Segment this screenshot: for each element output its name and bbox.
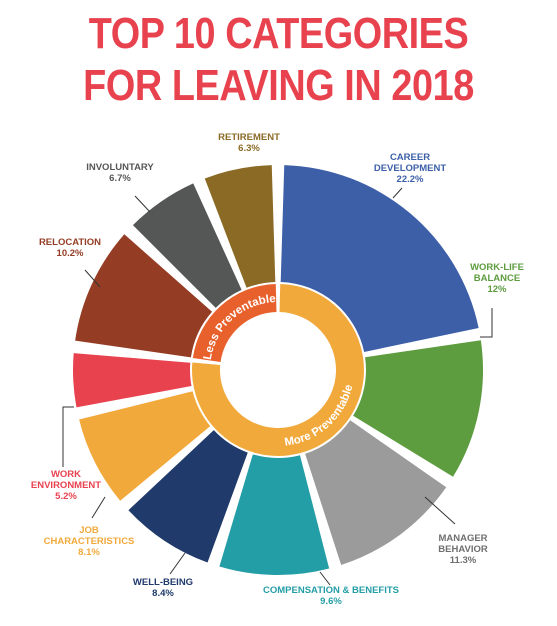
label-value: 8.4% — [152, 588, 174, 599]
label-name-line: RELOCATION — [39, 237, 101, 248]
leader-line-relocation — [84, 269, 101, 288]
label-involuntary: INVOLUNTARY 6.7% — [86, 162, 154, 184]
slice-compensation-and-benefits — [219, 454, 330, 575]
leader-line-manager-behavior — [424, 496, 456, 525]
label-name-line: ENVIRONMENT — [31, 480, 101, 491]
label-name-line: COMPENSATION & BENEFITS — [263, 585, 399, 596]
label-value: 6.7% — [109, 173, 131, 184]
label-name-line: DEVELOPMENT — [374, 163, 447, 174]
label-name-line: BEHAVIOR — [438, 544, 488, 555]
slice-well-being — [128, 430, 248, 563]
label-value: 8.1% — [78, 547, 100, 558]
label-name-line: INVOLUNTARY — [86, 162, 154, 173]
label-name-line: WORK-LIFE — [470, 262, 524, 273]
label-value: 10.2% — [57, 248, 84, 259]
label-value: 5.2% — [55, 491, 77, 502]
label-compensation-and-benefits: COMPENSATION & BENEFITS 9.6% — [263, 585, 399, 607]
slice-relocation — [75, 234, 213, 358]
label-value: 6.3% — [238, 143, 260, 154]
ring-less-preventable — [192, 284, 277, 362]
label-relocation: RELOCATION 10.2% — [39, 237, 101, 259]
chart-title-line-2: FOR LEAVING IN 2018 — [83, 61, 474, 110]
label-value: 9.6% — [320, 596, 342, 607]
leader-line-work-life-balance — [480, 308, 493, 338]
label-name-line: RETIREMENT — [218, 132, 280, 143]
slice-manager-behavior — [305, 420, 447, 566]
leader-line-compensation-and-benefits — [319, 571, 331, 586]
label-work-environment: WORK ENVIRONMENT 5.2% — [31, 469, 101, 502]
label-name-line: JOB — [79, 525, 99, 536]
leader-line-career-development — [392, 187, 403, 199]
label-well-being: WELL-BEING 8.4% — [133, 577, 193, 599]
slice-job-characteristics — [79, 391, 211, 501]
label-name-line: MANAGER — [438, 533, 487, 544]
slice-retirement — [204, 165, 276, 288]
slice-work-life-balance — [353, 340, 483, 477]
label-manager-behavior: MANAGER BEHAVIOR 11.3% — [438, 533, 488, 566]
label-name-line: WORK — [51, 469, 81, 480]
slice-involuntary — [132, 183, 242, 308]
label-name-line: CAREER — [390, 152, 430, 163]
chart-title: TOP 10 CATEGORIES FOR LEAVING IN 2018 — [39, 8, 518, 112]
ring-more-preventable — [191, 284, 364, 456]
leader-line-well-being — [169, 552, 186, 575]
leader-line-job-characteristics — [91, 496, 106, 519]
label-value: 12% — [487, 284, 507, 295]
label-retirement: RETIREMENT 6.3% — [218, 132, 280, 154]
leader-line-work-environment — [62, 406, 74, 467]
label-name-line: BALANCE — [474, 273, 520, 284]
slice-career-development — [280, 165, 479, 352]
label-name-line: CHARACTERISTICS — [44, 536, 135, 547]
slice-work-environment — [73, 353, 192, 408]
label-value: 11.3% — [450, 555, 477, 566]
leader-line-involuntary — [134, 195, 151, 213]
label-job-characteristics: JOB CHARACTERISTICS 8.1% — [44, 525, 135, 558]
label-career-development: CAREER DEVELOPMENT 22.2% — [374, 152, 447, 185]
label-work-life-balance: WORK-LIFE BALANCE 12% — [470, 262, 524, 295]
chart-title-line-1: TOP 10 CATEGORIES — [88, 9, 469, 58]
label-value: 22.2% — [397, 174, 424, 185]
label-name-line: WELL-BEING — [133, 577, 193, 588]
